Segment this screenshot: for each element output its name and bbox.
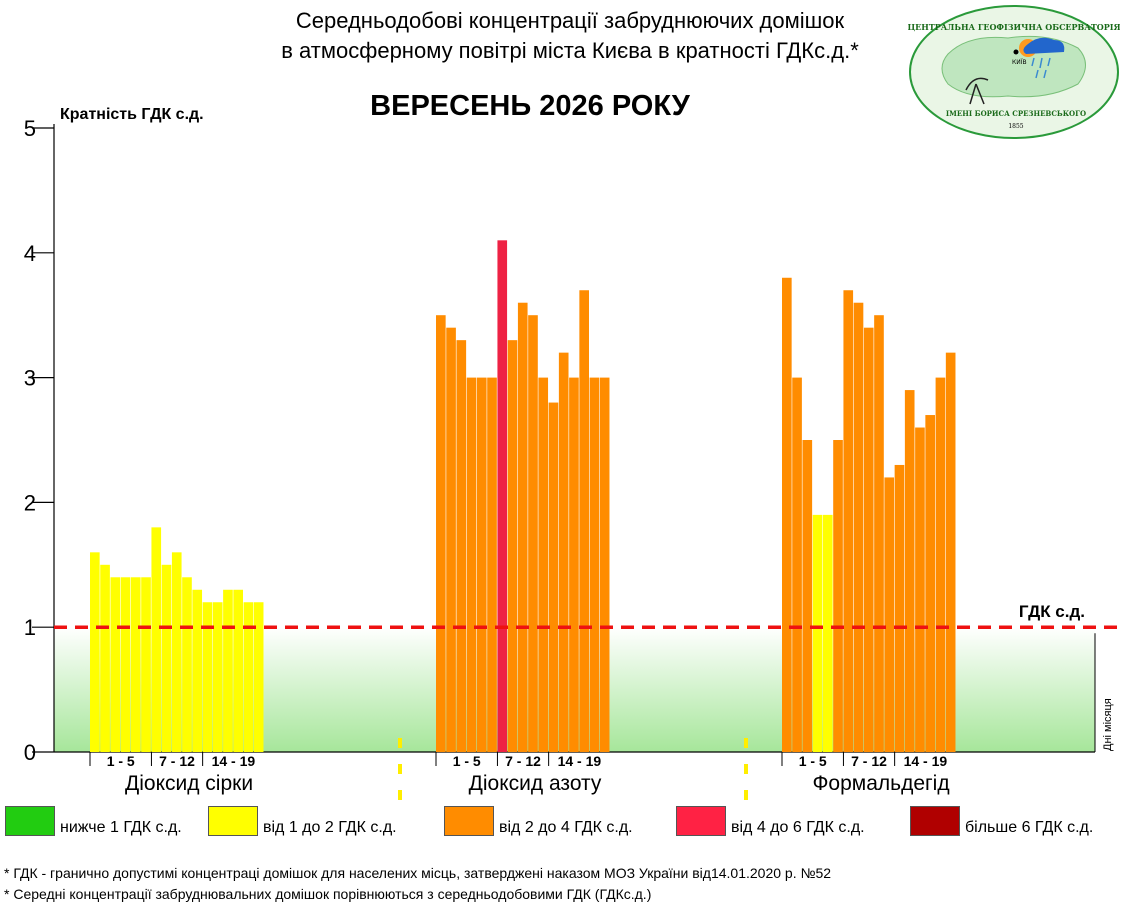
bar <box>253 602 264 752</box>
bar <box>233 589 243 752</box>
legend-swatch <box>910 806 960 836</box>
bar <box>130 577 141 752</box>
group-label: Діоксид сірки <box>125 772 253 795</box>
bar <box>904 390 915 752</box>
observatory-logo: КИЇВ ЦЕНТРАЛЬНА ГЕОФІЗИЧНА ОБСЕРВАТОРІЯ … <box>908 5 1120 139</box>
bar <box>161 564 172 752</box>
legend-label: нижче 1 ГДК с.д. <box>60 819 182 836</box>
bar <box>853 302 864 752</box>
bar <box>558 352 569 752</box>
logo-bottom-text: ІМЕНІ БОРИСА СРЕЗНЕВСЬКОГО <box>946 109 1086 118</box>
bar <box>243 602 254 752</box>
day-range-label: 1 - 5 <box>107 753 135 769</box>
legend-swatch <box>676 806 726 836</box>
chart-subtitle: ВЕРЕСЕНЬ 2026 РОКУ <box>370 90 690 122</box>
bar <box>843 290 854 752</box>
legend-label: від 1 до 2 ГДК с.д. <box>263 819 397 836</box>
logo-year-text: 1855 <box>1008 123 1023 130</box>
bar <box>782 277 792 752</box>
bar <box>792 377 802 752</box>
day-range-label: 14 - 19 <box>904 753 948 769</box>
day-range-label: 1 - 5 <box>799 753 827 769</box>
bar <box>120 577 131 752</box>
day-range-label: 1 - 5 <box>453 753 481 769</box>
bar <box>90 552 100 752</box>
day-range-label: 14 - 19 <box>558 753 602 769</box>
bar <box>822 514 833 752</box>
x-axis-label: Дні місяця <box>1102 698 1114 751</box>
bar <box>141 577 151 752</box>
bar <box>100 564 110 752</box>
bar <box>487 377 497 752</box>
day-range-label: 14 - 19 <box>212 753 256 769</box>
y-tick-label: 1 <box>24 615 36 640</box>
chart-title-line-2: в атмосферному повітрі міста Києва в кра… <box>281 38 859 63</box>
bar-chart: 0 1 2 3 4 5 Дні місяця 1 - 5 7 - 12 14 - 19 Діокси… <box>24 116 1125 800</box>
bar <box>589 377 600 752</box>
bar <box>192 589 203 752</box>
bar <box>569 377 579 752</box>
legend-swatch <box>208 806 258 836</box>
y-tick-label: 4 <box>24 241 36 266</box>
bar <box>863 327 874 752</box>
y-tick-label: 0 <box>24 740 36 765</box>
group-label: Діоксид азоту <box>469 772 602 795</box>
chart-title-line-1: Середньодобові концентрації забруднюючих… <box>295 8 845 33</box>
day-range-label: 7 - 12 <box>851 753 887 769</box>
bar <box>497 240 508 752</box>
bar <box>945 352 956 752</box>
footnote-2: * Середні концентрації забруднювальних д… <box>4 886 652 902</box>
bar <box>915 427 925 752</box>
bar <box>884 477 895 752</box>
bar <box>507 340 518 752</box>
bar <box>476 377 487 752</box>
legend-swatch <box>5 806 55 836</box>
y-axis-label: Кратність ГДК с.д. <box>60 106 204 123</box>
legend-label: більше 6 ГДК с.д. <box>965 819 1094 836</box>
bar <box>182 577 192 752</box>
bar <box>599 377 610 752</box>
day-range-label: 7 - 12 <box>159 753 195 769</box>
bar <box>925 415 935 752</box>
bar <box>446 327 456 752</box>
y-tick-label: 3 <box>24 366 36 391</box>
bar <box>538 377 549 752</box>
bar <box>894 464 905 752</box>
bar <box>802 440 813 752</box>
bar <box>151 527 162 752</box>
group-label: Формальдегід <box>812 772 949 795</box>
bar <box>935 377 946 752</box>
logo-top-text: ЦЕНТРАЛЬНА ГЕОФІЗИЧНА ОБСЕРВАТОРІЯ <box>908 22 1120 32</box>
footnote-1: * ГДК - гранично допустимі концентраці д… <box>4 865 832 881</box>
bar <box>466 377 477 752</box>
y-tick-label: 5 <box>24 116 36 141</box>
bar <box>110 577 121 752</box>
bar <box>579 290 589 752</box>
bar <box>874 315 884 752</box>
bar <box>812 514 823 752</box>
bar <box>833 440 843 752</box>
threshold-label: ГДК с.д. <box>1019 602 1085 621</box>
legend-label: від 4 до 6 ГДК с.д. <box>731 819 865 836</box>
bar <box>171 552 182 752</box>
bar <box>517 302 528 752</box>
legend-swatch <box>444 806 494 836</box>
legend-label: від 2 до 4 ГДК с.д. <box>499 819 633 836</box>
bar <box>436 315 446 752</box>
bar <box>212 602 223 752</box>
bar <box>528 315 538 752</box>
y-tick-label: 2 <box>24 490 36 515</box>
bar <box>456 340 467 752</box>
bar <box>223 589 233 752</box>
day-range-label: 7 - 12 <box>505 753 541 769</box>
bar <box>548 402 559 752</box>
bar <box>202 602 213 752</box>
logo-city-text: КИЇВ <box>1012 59 1027 66</box>
